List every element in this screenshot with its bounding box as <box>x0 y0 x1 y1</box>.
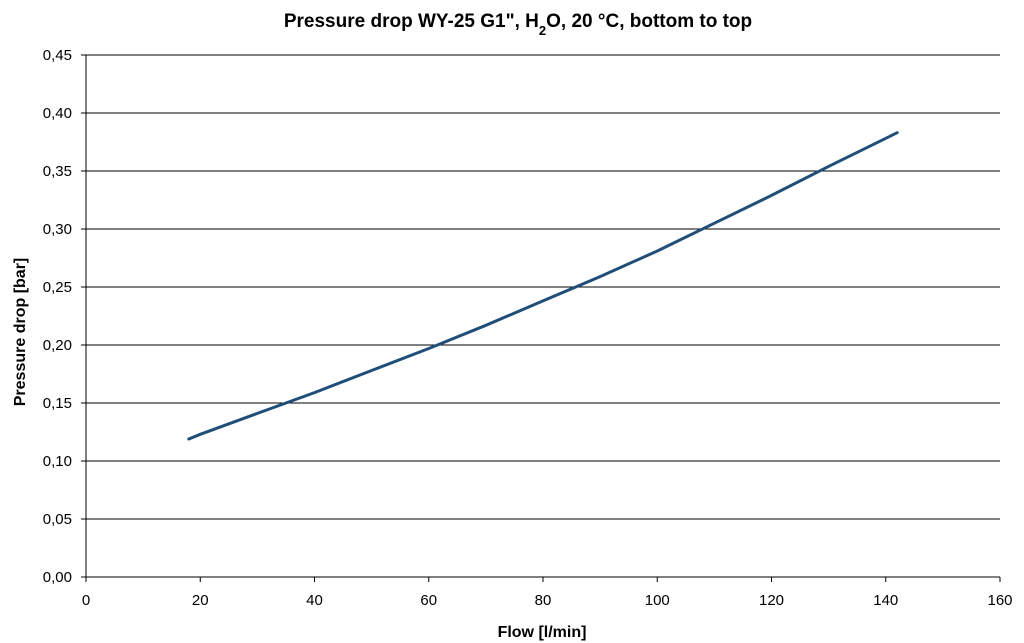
y-tick-label: 0,15 <box>43 395 72 412</box>
x-tick-label: 60 <box>420 592 437 609</box>
chart-title-part: O, 20 °C, bottom to top <box>546 11 752 32</box>
chart-title-subscript: 2 <box>539 23 546 38</box>
y-tick-label: 0,45 <box>43 47 72 64</box>
x-tick-label: 80 <box>535 592 552 609</box>
y-tick-label: 0,10 <box>43 453 72 470</box>
chart-title-part: Pressure drop WY-25 G1", H <box>284 11 539 32</box>
y-tick-label: 0,40 <box>43 105 72 122</box>
y-axis-label: Pressure drop [bar] <box>12 258 29 406</box>
x-tick-labels: 0 20 40 60 80 100 120 140 160 <box>82 592 1013 609</box>
axes <box>85 55 1001 582</box>
x-tick-label: 0 <box>82 592 90 609</box>
y-tick-label: 0,25 <box>43 279 72 296</box>
y-tick-label: 0,00 <box>43 569 72 586</box>
x-tick-label: 120 <box>759 592 784 609</box>
y-tick-labels: 0,00 0,05 0,10 0,15 0,20 0,25 0,30 0,35 0,40 0,45 <box>43 47 72 586</box>
series-line <box>187 131 899 441</box>
x-tick-label: 40 <box>306 592 323 609</box>
gridlines <box>81 54 1000 578</box>
chart-title: Pressure drop WY-25 G1", H2O, 20 °C, bot… <box>284 11 752 38</box>
y-tick-label: 0,05 <box>43 511 72 528</box>
x-tick-label: 20 <box>192 592 209 609</box>
x-tick-label: 140 <box>873 592 898 609</box>
y-tick-label: 0,20 <box>43 337 72 354</box>
x-tick-label: 100 <box>645 592 670 609</box>
series-group <box>187 131 899 441</box>
y-tick-label: 0,30 <box>43 221 72 238</box>
y-tick-label: 0,35 <box>43 163 72 180</box>
x-tick-label: 160 <box>987 592 1012 609</box>
x-axis-label: Flow [l/min] <box>498 624 587 641</box>
